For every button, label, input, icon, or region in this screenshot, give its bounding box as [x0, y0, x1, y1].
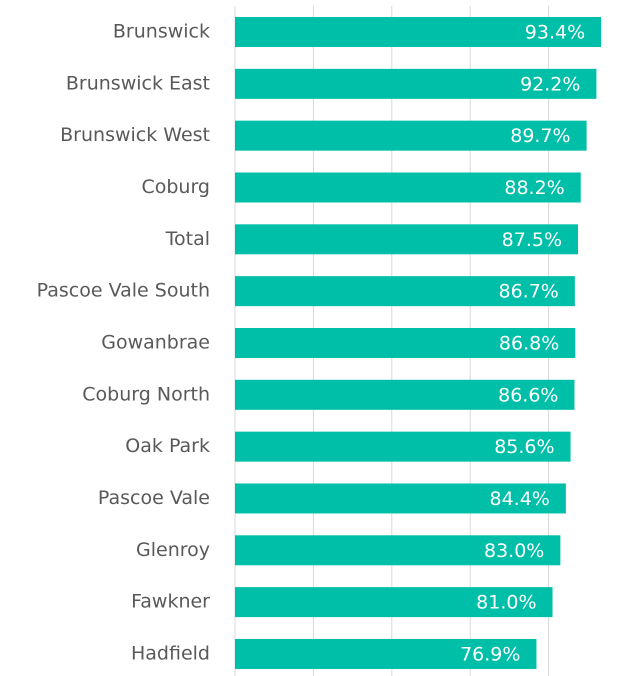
- value-label: 85.6%: [494, 436, 554, 458]
- value-label: 86.8%: [499, 332, 559, 354]
- category-label: Fawkner: [131, 591, 210, 613]
- value-label: 83.0%: [484, 540, 544, 562]
- bar: [235, 379, 575, 410]
- bar: [235, 587, 553, 618]
- value-label: 81.0%: [476, 592, 536, 614]
- category-label: Brunswick East: [66, 72, 210, 94]
- category-label: Coburg: [141, 176, 210, 198]
- bar: [235, 483, 566, 514]
- bar: [235, 535, 561, 566]
- value-label: 89.7%: [510, 125, 570, 147]
- category-label: Pascoe Vale: [98, 487, 210, 509]
- category-label: Pascoe Vale South: [37, 280, 210, 302]
- category-label: Gowanbrae: [101, 331, 210, 353]
- bar: [235, 172, 581, 203]
- value-label: 76.9%: [460, 643, 520, 665]
- bar: [235, 17, 602, 47]
- value-label: 93.4%: [525, 22, 585, 44]
- value-label: 87.5%: [502, 229, 562, 251]
- category-label: Brunswick: [113, 21, 210, 43]
- bar: [235, 276, 575, 307]
- value-label: 86.6%: [498, 384, 558, 406]
- bar: [235, 224, 578, 255]
- category-label: Oak Park: [125, 435, 210, 457]
- category-label: Total: [165, 228, 210, 250]
- value-label: 84.4%: [489, 488, 549, 510]
- value-label: 88.2%: [504, 177, 564, 199]
- bar: [235, 120, 587, 151]
- bar: [235, 327, 576, 358]
- value-label: 86.7%: [499, 281, 559, 303]
- category-label: Hadfield: [131, 642, 210, 664]
- category-label: Glenroy: [136, 539, 210, 561]
- category-label: Coburg North: [82, 383, 210, 405]
- value-label: 92.2%: [520, 73, 580, 95]
- category-label: Brunswick West: [60, 124, 210, 146]
- bar: [235, 68, 597, 99]
- bar: [235, 431, 571, 462]
- bar: [235, 638, 537, 669]
